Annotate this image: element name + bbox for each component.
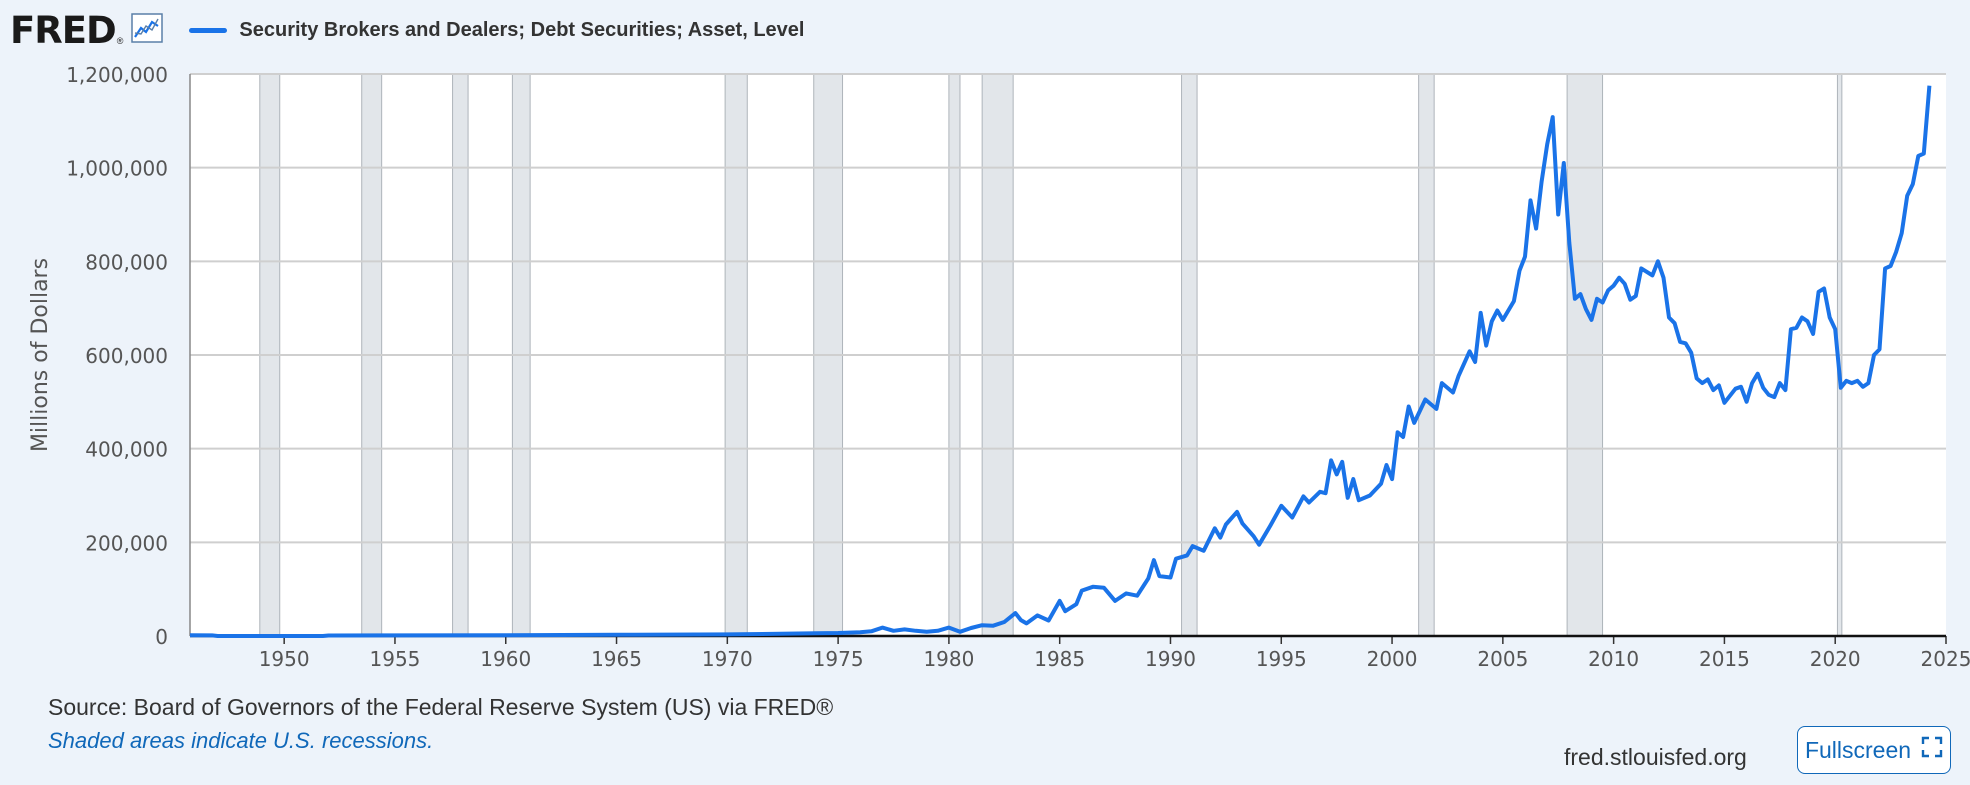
y-axis-ticks: 0 200,000 400,000 600,000 800,000 1,000,000 1,…: [66, 63, 168, 649]
x-tick-label: 2015: [1699, 647, 1750, 671]
x-tick-label: 1985: [1034, 647, 1085, 671]
gridlines: [190, 73, 1946, 544]
x-tick-label: 1970: [702, 647, 753, 671]
chart-header: FRED ® Security Brokers and Dealers; Deb…: [10, 6, 804, 54]
y-tick-label: 600,000: [85, 344, 168, 368]
expand-icon: [1921, 736, 1943, 764]
x-tick-label: 1955: [370, 647, 421, 671]
x-tick-label: 1975: [813, 647, 864, 671]
fred-logo-text: FRED: [10, 8, 117, 52]
y-tick-label: 400,000: [85, 438, 168, 462]
source-text: Source: Board of Governors of the Federa…: [48, 694, 834, 720]
x-tick-label: 2020: [1810, 647, 1861, 671]
y-tick-label: 1,200,000: [66, 63, 168, 87]
legend-swatch: [189, 27, 228, 33]
x-tick-label: 1965: [591, 647, 642, 671]
series-line[interactable]: [189, 85, 1932, 638]
fred-logo-mark: ®: [116, 36, 124, 46]
legend: Security Brokers and Dealers; Debt Secur…: [189, 19, 804, 42]
x-axis-ticks: 1950 1955 1960 1965 1970 1975 1980 1985 1990 1995…: [259, 636, 1970, 671]
legend-label: Security Brokers and Dealers; Debt Secur…: [239, 18, 805, 41]
fullscreen-button[interactable]: Fullscreen: [1797, 726, 1951, 774]
x-tick-label: 1960: [480, 647, 531, 671]
x-tick-label: 2025: [1921, 647, 1970, 671]
chart-line-icon: [131, 12, 164, 48]
y-axis-label: Millions of Dollars: [28, 258, 53, 452]
site-url[interactable]: fred.stlouisfed.org: [1564, 744, 1747, 770]
x-tick-label: 2010: [1588, 647, 1639, 671]
y-tick-label: 200,000: [85, 531, 168, 555]
x-tick-label: 2005: [1477, 647, 1528, 671]
fred-logo[interactable]: FRED ®: [10, 8, 164, 52]
recession-note: Shaded areas indicate U.S. recessions.: [48, 728, 434, 753]
x-tick-label: 1995: [1256, 647, 1307, 671]
y-tick-label: 0: [155, 625, 168, 649]
y-tick-label: 800,000: [85, 250, 168, 274]
line-chart[interactable]: 0 200,000 400,000 600,000 800,000 1,000,000 1,…: [0, 0, 1970, 690]
x-tick-label: 1990: [1145, 647, 1196, 671]
y-tick-label: 1,000,000: [66, 157, 168, 181]
x-tick-label: 2000: [1367, 647, 1418, 671]
fullscreen-label: Fullscreen: [1804, 736, 1912, 763]
x-tick-label: 1980: [923, 647, 974, 671]
series-layer: [189, 85, 1932, 638]
x-tick-label: 1950: [259, 647, 310, 671]
